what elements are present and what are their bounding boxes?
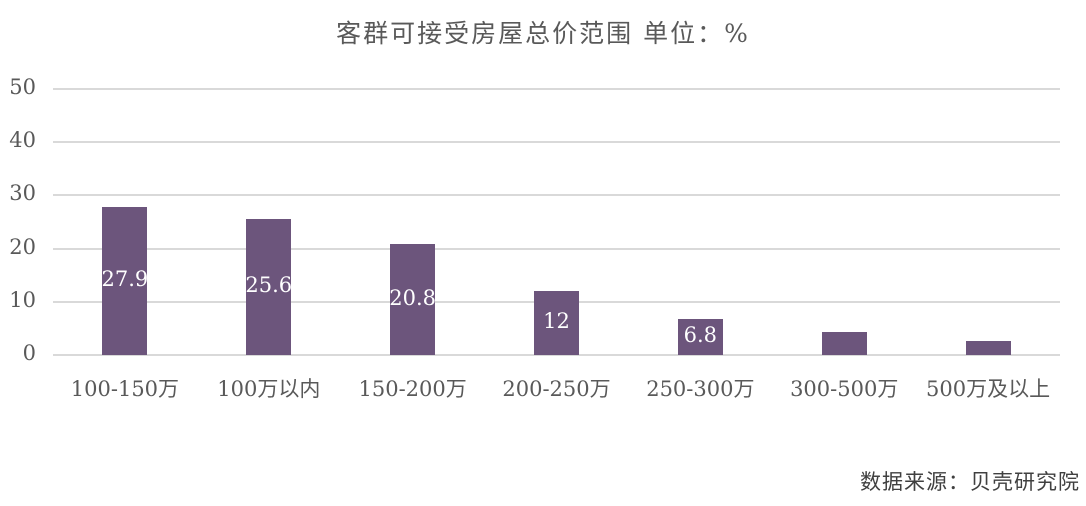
y-tick-label: 50	[9, 75, 36, 99]
gridline	[53, 88, 1060, 90]
x-tick-label: 150-200万	[358, 377, 467, 401]
gridline	[53, 194, 1060, 197]
x-tick-label: 100-150万	[70, 377, 180, 401]
y-tick-label: 30	[9, 181, 36, 206]
x-tick-label: 250-300万	[646, 377, 755, 401]
plot-area: 27.9 25.6 20.8 12 6.8	[53, 88, 1060, 356]
x-tick-label: 200-250万	[502, 377, 611, 401]
bar	[102, 206, 148, 355]
gridline	[53, 247, 1060, 250]
bar-value-label: 12	[543, 309, 570, 334]
x-tick-label: 500万及以上	[926, 377, 1051, 401]
bar-value-label: 20.8	[389, 285, 437, 310]
x-tick-label: 300-500万	[790, 377, 899, 401]
gridline	[53, 354, 1060, 356]
x-tick-label: 100万以内	[217, 377, 321, 401]
y-tick-label: 10	[9, 287, 36, 312]
gridline	[53, 141, 1060, 144]
chart-title: 客群可接受房屋总价范围 单位：%	[336, 19, 750, 48]
data-source-note: 数据来源：贝壳研究院	[860, 470, 1080, 494]
bar-value-label: 27.9	[101, 266, 149, 291]
bar	[677, 318, 723, 355]
bar	[246, 218, 292, 355]
y-tick-label: 20	[9, 234, 36, 259]
y-tick-label: 0	[22, 341, 36, 365]
bar-value-label: 25.6	[245, 272, 293, 297]
bar	[534, 291, 579, 355]
y-tick-label: 40	[9, 128, 36, 153]
bar-value-label: 6.8	[683, 322, 718, 347]
bar	[965, 341, 1011, 355]
bar	[390, 244, 436, 355]
bar	[821, 332, 867, 355]
